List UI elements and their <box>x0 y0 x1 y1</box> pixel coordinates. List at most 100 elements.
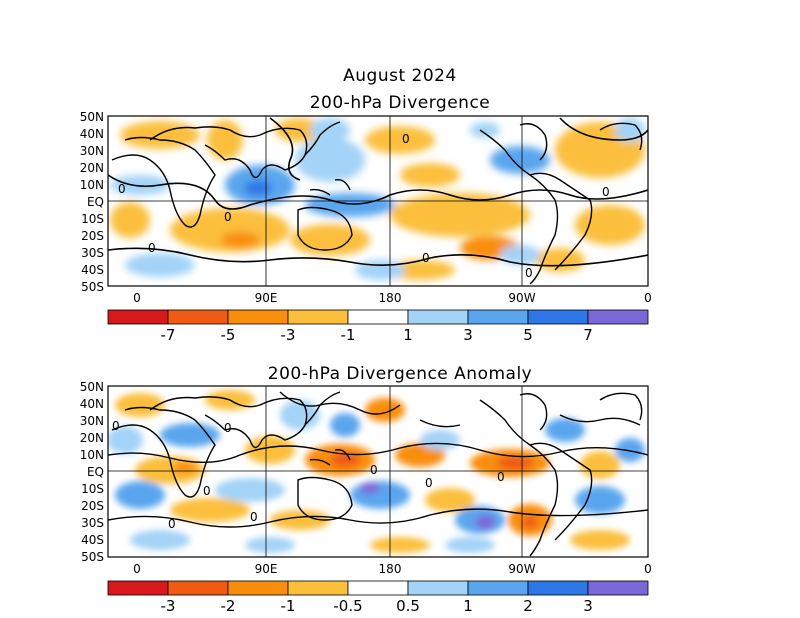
svg-text:0: 0 <box>224 210 232 224</box>
lat-label: EQ <box>87 465 104 479</box>
colorbar-label: 1 <box>403 326 413 344</box>
lon-label: 180 <box>379 562 402 576</box>
colorbar-label: 0.5 <box>396 597 420 615</box>
colorbar-swatch <box>167 309 229 325</box>
svg-text:0: 0 <box>203 484 211 498</box>
lat-label: 40N <box>80 127 104 141</box>
lat-label: 10S <box>81 212 104 226</box>
lat-label: 50S <box>81 280 104 294</box>
divergence-map: 0 0 0 0 0 0 0 50N 40N 30N 20N 10N EQ 10S… <box>80 110 652 344</box>
panel-title-anomaly: 200-hPa Divergence Anomaly <box>267 364 533 384</box>
colorbar-label: 1 <box>463 597 473 615</box>
colorbar-label: -3 <box>281 326 296 344</box>
svg-text:0: 0 <box>402 132 410 146</box>
svg-text:0: 0 <box>525 266 533 280</box>
lon-label: 0 <box>644 562 652 576</box>
colorbar-anomaly <box>107 580 649 596</box>
colorbar-label: 7 <box>583 326 593 344</box>
svg-text:0: 0 <box>168 517 176 531</box>
colorbar-label: -3 <box>161 597 176 615</box>
lat-label: 50N <box>80 380 104 394</box>
lat-label: 20N <box>80 161 104 175</box>
lon-label: 90W <box>508 291 535 305</box>
colorbar-label: -7 <box>161 326 176 344</box>
lon-label: 0 <box>133 291 141 305</box>
map-grid <box>108 386 648 557</box>
svg-text:0: 0 <box>497 470 505 484</box>
colorbar-label: -5 <box>221 326 236 344</box>
lat-label: 30S <box>81 246 104 260</box>
lat-label: 50N <box>80 110 104 124</box>
map-grid <box>108 116 648 286</box>
figure-title-month: August 2024 <box>343 66 457 86</box>
colorbar-divergence <box>107 309 649 325</box>
colorbar-swatch <box>467 580 529 596</box>
colorbar-swatch <box>587 580 649 596</box>
svg-text:0: 0 <box>370 463 378 477</box>
colorbar-swatch <box>347 309 409 325</box>
colorbar-label: -1 <box>281 597 296 615</box>
lon-axis: 0 90E 180 90W 0 <box>133 291 652 305</box>
svg-text:0: 0 <box>602 185 610 199</box>
colorbar-swatch <box>527 580 589 596</box>
divergence-anomaly-map: 0 0 0 0 0 0 0 0 50N 40N 30N 20N 10N EQ 1… <box>80 380 652 615</box>
lat-label: 40S <box>81 263 104 277</box>
colorbar-label: -2 <box>221 597 236 615</box>
lat-label: 20S <box>81 499 104 513</box>
map-frame <box>107 385 649 558</box>
colorbar-label: 5 <box>523 326 533 344</box>
lat-label: 10S <box>81 482 104 496</box>
lat-axis: 50N 40N 30N 20N 10N EQ 10S 20S 30S 40S 5… <box>80 380 104 564</box>
svg-text:0: 0 <box>148 241 156 255</box>
lon-axis: 0 90E 180 90W 0 <box>133 562 652 576</box>
colorbar-label: 3 <box>583 597 593 615</box>
lon-label: 90E <box>255 291 278 305</box>
lat-label: 20S <box>81 229 104 243</box>
lon-label: 90E <box>255 562 278 576</box>
colorbar-swatch <box>467 309 529 325</box>
colorbar-swatch <box>227 580 289 596</box>
lat-axis: 50N 40N 30N 20N 10N EQ 10S 20S 30S 40S 5… <box>80 110 104 294</box>
colorbar-swatch <box>107 580 169 596</box>
lon-label: 0 <box>644 291 652 305</box>
lat-label: EQ <box>87 195 104 209</box>
colorbar-swatch <box>167 580 229 596</box>
lat-label: 30S <box>81 516 104 530</box>
svg-text:0: 0 <box>224 421 232 435</box>
colorbar-swatch <box>527 309 589 325</box>
svg-text:0: 0 <box>250 510 258 524</box>
colorbar-anomaly-labels: -3 -2 -1 -0.5 0.5 1 2 3 <box>161 597 593 615</box>
svg-text:0: 0 <box>425 476 433 490</box>
colorbar-swatch <box>107 309 169 325</box>
lat-label: 30N <box>80 414 104 428</box>
lon-label: 0 <box>133 562 141 576</box>
lat-label: 10N <box>80 178 104 192</box>
colorbar-label: -1 <box>341 326 356 344</box>
lat-label: 40N <box>80 397 104 411</box>
lat-label: 20N <box>80 431 104 445</box>
zero-contours <box>108 391 648 528</box>
colorbar-label: 2 <box>523 597 533 615</box>
svg-text:0: 0 <box>422 251 430 265</box>
colorbar-label: -0.5 <box>333 597 362 615</box>
lat-label: 40S <box>81 533 104 547</box>
coastlines <box>111 121 643 285</box>
colorbar-swatch <box>287 580 349 596</box>
colorbar-label: 3 <box>463 326 473 344</box>
colorbar-swatch <box>287 309 349 325</box>
svg-text:0: 0 <box>118 182 126 196</box>
zero-contours <box>108 117 648 267</box>
colorbar-swatch <box>587 309 649 325</box>
colorbar-swatch <box>347 580 409 596</box>
contour-labels: 0 0 0 0 0 0 0 <box>118 132 610 280</box>
panel-title-divergence: 200-hPa Divergence <box>309 93 491 113</box>
lat-label: 10N <box>80 448 104 462</box>
lon-label: 90W <box>508 562 535 576</box>
lat-label: 30N <box>80 144 104 158</box>
contour-labels: 0 0 0 0 0 0 0 0 <box>112 419 505 531</box>
colorbar-swatch <box>227 309 289 325</box>
divergence-field: 0 0 0 0 0 0 0 <box>108 116 648 286</box>
map-frame <box>107 115 649 287</box>
colorbar-divergence-labels: -7 -5 -3 -1 1 3 5 7 <box>161 326 593 344</box>
svg-text:0: 0 <box>112 419 120 433</box>
